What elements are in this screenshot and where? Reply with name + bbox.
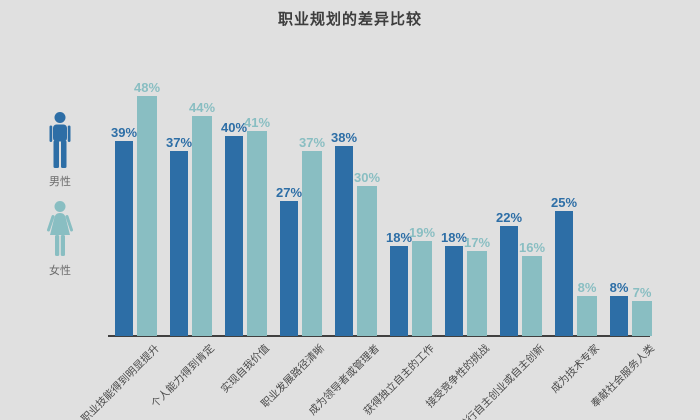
legend-item-female: 女性: [25, 201, 95, 278]
value-label-female: 17%: [463, 235, 491, 250]
bar-female: [577, 296, 597, 336]
bar-male: [225, 136, 243, 336]
bar-male: [610, 296, 628, 336]
value-label-male: 38%: [330, 130, 358, 145]
value-label-male: 22%: [495, 210, 523, 225]
value-label-male: 40%: [220, 120, 248, 135]
value-label-male: 39%: [110, 125, 138, 140]
legend-label-male: 男性: [49, 176, 71, 188]
value-label-female: 41%: [243, 115, 271, 130]
value-label-female: 48%: [133, 80, 161, 95]
legend-label-female: 女性: [49, 265, 71, 277]
male-icon: [49, 112, 71, 168]
bar-male: [390, 246, 408, 336]
bar-female: [247, 131, 267, 336]
bar-female: [522, 256, 542, 336]
bar-male: [115, 141, 133, 336]
bar-male: [500, 226, 518, 336]
x-axis-line: [108, 335, 650, 337]
bar-male: [280, 201, 298, 336]
bar-female: [192, 116, 212, 336]
value-label-male: 27%: [275, 185, 303, 200]
value-label-male: 18%: [385, 230, 413, 245]
category-label: 个人能力得到肯定: [149, 342, 217, 411]
value-label-male: 8%: [609, 280, 629, 295]
chart-title: 职业规划的差异比较: [277, 11, 422, 28]
value-label-male: 18%: [440, 230, 468, 245]
value-label-female: 8%: [577, 280, 597, 295]
bar-female: [467, 251, 487, 336]
bar-female: [137, 96, 157, 336]
bar-female: [302, 151, 322, 336]
value-label-female: 30%: [353, 170, 381, 185]
bar-female: [412, 241, 432, 336]
bar-male: [555, 211, 573, 336]
value-label-female: 44%: [188, 100, 216, 115]
value-label-male: 25%: [550, 195, 578, 210]
bar-male: [335, 146, 353, 336]
value-label-male: 37%: [165, 135, 193, 150]
female-icon: [47, 201, 73, 256]
bar-female: [632, 301, 652, 336]
value-label-female: 7%: [632, 285, 652, 300]
legend-item-male: 男性: [25, 112, 95, 189]
chart-legend: 男性 女性: [25, 112, 95, 290]
value-label-female: 16%: [518, 240, 546, 255]
bar-female: [357, 186, 377, 336]
value-label-female: 19%: [408, 225, 436, 240]
bar-male: [445, 246, 463, 336]
value-label-female: 37%: [298, 135, 326, 150]
bar-male: [170, 151, 188, 336]
